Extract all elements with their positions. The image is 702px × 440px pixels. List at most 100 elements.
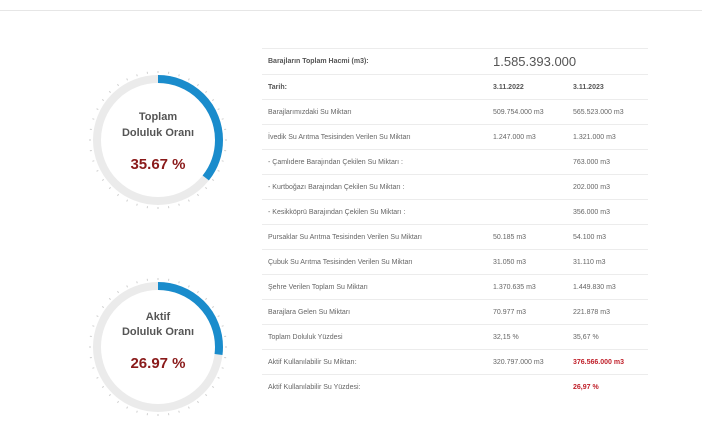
gauge-label-line2: Doluluk Oranı (121, 127, 195, 139)
row-value-2022: 1.247.000 m3 (493, 133, 536, 141)
gauge-tick (211, 385, 215, 388)
gauge-tick (196, 83, 199, 87)
gauge-ticks (89, 71, 227, 209)
row-value-2022: 320.797.000 m3 (493, 358, 544, 366)
gauge-tick (126, 78, 129, 81)
gauge-tick (217, 376, 220, 379)
gauge-tick (178, 281, 180, 284)
table-row: Pursaklar Su Arıtma Tesisinden Verilen S… (262, 224, 648, 249)
gauge-tick (126, 406, 129, 409)
row-value-2023: 26,97 % (573, 383, 599, 391)
gauge-tick (92, 325, 95, 327)
gauge-tick (96, 108, 99, 111)
table-row: - Çamlıdere Barajından Çekilen Su Miktar… (262, 149, 648, 174)
gauge-tick (101, 99, 105, 102)
gauge-label-line1: Toplam (138, 111, 178, 123)
gauge-tick (178, 203, 180, 206)
gauge-tick (136, 74, 138, 77)
total-capacity-value: 1.585.393.000 (493, 54, 577, 69)
row-value-2023: 763.000 m3 (573, 158, 610, 166)
gauge-tick (117, 83, 120, 87)
table-row: - Kurtboğazı Barajından Çekilen Su Mikta… (262, 174, 648, 199)
gauge-tick (205, 187, 208, 190)
gauge-fill (93, 282, 223, 412)
row-label: Pursaklar Su Arıtma Tesisinden Verilen S… (268, 233, 422, 241)
gauge-tick (92, 367, 95, 369)
gauge-tick (221, 160, 224, 162)
gauge-tick (101, 178, 105, 181)
gauge-tick (136, 281, 138, 284)
gauge-tick (217, 169, 220, 172)
row-label: Barajlarımızdaki Su Miktarı (268, 108, 352, 116)
row-value-2022: 70.977 m3 (493, 308, 527, 316)
active-fill-gauge: Aktif Doluluk Oranı 26.97 % (84, 273, 232, 421)
row-label: - Kesikköprü Barajından Çekilen Su Mikta… (268, 208, 406, 216)
gauge-tick (101, 385, 105, 388)
row-label: Çubuk Su Arıtma Tesisinden Verilen Su Mi… (268, 258, 413, 266)
gauge-tick (126, 199, 129, 202)
gauge-tick (136, 203, 138, 206)
gauge-tick (221, 367, 224, 369)
row-value-2022: 509.754.000 m3 (493, 108, 544, 116)
header-date-label: Tarih: (268, 83, 287, 91)
gauge-tick (211, 306, 215, 309)
row-value-2023: 54.100 m3 (573, 233, 607, 241)
table-row: Barajlara Gelen Su Miktarı 70.977 m3 221.8… (262, 299, 648, 324)
table-row-total-capacity: Barajların Toplam Hacmi (m3): 1.585.393.… (262, 48, 648, 74)
row-value-2023: 1.449.830 m3 (573, 283, 616, 291)
row-value-2023: 221.878 m3 (573, 308, 610, 316)
row-label: Aktif Kullanılabilir Su Miktarı: (268, 358, 357, 366)
gauge-tick (211, 178, 215, 181)
row-label: Şehre Verilen Toplam Su Miktarı (268, 283, 368, 291)
gauge-tick (205, 394, 208, 397)
total-fill-gauge: Toplam Doluluk Oranı 35.67 % (84, 66, 232, 214)
row-value-2022: 50.185 m3 (493, 233, 527, 241)
gauge-tick (96, 376, 99, 379)
gauge-tick (92, 160, 95, 162)
active-fill-gauge-arc (89, 278, 227, 416)
gauge-tick (108, 297, 111, 300)
row-value-2023: 1.321.000 m3 (573, 133, 616, 141)
header-date-2022: 3.11.2022 (493, 83, 524, 91)
gauge-label-line1: Aktif (145, 311, 171, 323)
gauge-tick (117, 400, 120, 404)
row-value-2023: 356.000 m3 (573, 208, 610, 216)
row-label: Barajlara Gelen Su Miktarı (268, 308, 351, 316)
row-label: İvedik Su Arıtma Tesisinden Verilen Su M… (268, 133, 411, 141)
row-label: - Kurtboğazı Barajından Çekilen Su Mikta… (268, 183, 405, 191)
gauge-tick (221, 118, 224, 120)
gauge-tick (187, 199, 190, 202)
row-label: Toplam Doluluk Yüzdesi (268, 333, 343, 341)
gauge-tick (196, 290, 199, 294)
table-row: İvedik Su Arıtma Tesisinden Verilen Su M… (262, 124, 648, 149)
gauge-tick (126, 285, 129, 288)
gauge-tick (117, 290, 120, 294)
gauge-value: 26.97 % (130, 355, 186, 372)
total-fill-gauge-arc (89, 71, 227, 209)
gauge-tick (217, 315, 220, 318)
table-row: Aktif Kullanılabilir Su Yüzdesi: 26,97 % (262, 374, 648, 399)
row-value-2023: 565.523.000 m3 (573, 108, 624, 116)
table-row: Aktif Kullanılabilir Su Miktarı: 320.797.… (262, 349, 648, 374)
table-row: Şehre Verilen Toplam Su Miktarı 1.370.635… (262, 274, 648, 299)
gauge-label-line2: Doluluk Oranı (121, 326, 195, 338)
gauge-tick (187, 78, 190, 81)
gauge-tick (117, 193, 120, 197)
header-date-2023: 3.11.2023 (573, 83, 604, 91)
header-divider (0, 10, 702, 11)
gauge-tick (108, 394, 111, 397)
gauge-ticks (89, 278, 227, 416)
row-value-2022: 31.050 m3 (493, 258, 527, 266)
row-value-2023: 31.110 m3 (573, 258, 606, 266)
gauge-tick (136, 410, 138, 413)
gauge-tick (92, 118, 95, 120)
row-value-2022: 1.370.635 m3 (493, 283, 536, 291)
gauge-fill (93, 75, 223, 205)
gauge-tick (217, 108, 220, 111)
table-header-row: Tarih: 3.11.2022 3.11.2023 (262, 74, 648, 99)
gauge-tick (205, 90, 208, 93)
gauge-tick (211, 99, 215, 102)
table-row: Toplam Doluluk Yüzdesi 32,15 % 35,67 % (262, 324, 648, 349)
gauge-tick (108, 187, 111, 190)
gauge-tick (221, 325, 224, 327)
